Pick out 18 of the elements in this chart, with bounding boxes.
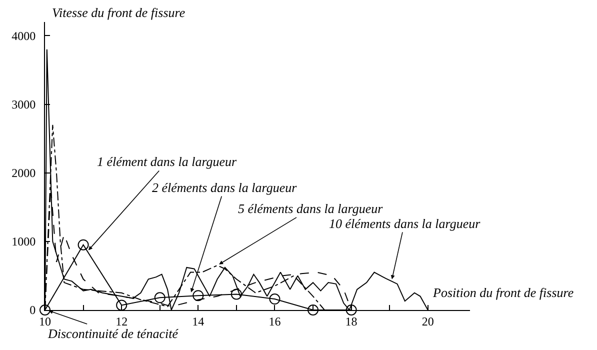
x-tick-label: 12 xyxy=(116,314,128,328)
annotation: Discontinuité de ténacité xyxy=(47,326,180,341)
x-tick-label: 14 xyxy=(192,314,204,328)
x-tick-label: 20 xyxy=(422,314,434,328)
annotation: 2 éléments dans la largueur xyxy=(152,180,298,195)
annotation: 10 éléments dans la largueur xyxy=(329,216,482,231)
x-tick-label: 10 xyxy=(39,314,51,328)
y-tick-label: 4000 xyxy=(12,28,36,43)
x-tick-label: 16 xyxy=(268,314,281,328)
y-axis-title: Vitesse du front de fissure xyxy=(52,5,186,20)
y-tick-label: 2000 xyxy=(12,166,36,180)
x-tick-label: 18 xyxy=(345,314,358,328)
annotation: 1 élément dans la largueur xyxy=(97,154,238,169)
y-tick-label: 1000 xyxy=(12,234,36,249)
y-tick-label: 3000 xyxy=(12,97,36,112)
y-tick-label: 0 xyxy=(30,303,36,318)
x-axis-title: Position du front de fissure xyxy=(432,285,574,300)
annotation: 5 éléments dans la largueur xyxy=(238,201,384,216)
